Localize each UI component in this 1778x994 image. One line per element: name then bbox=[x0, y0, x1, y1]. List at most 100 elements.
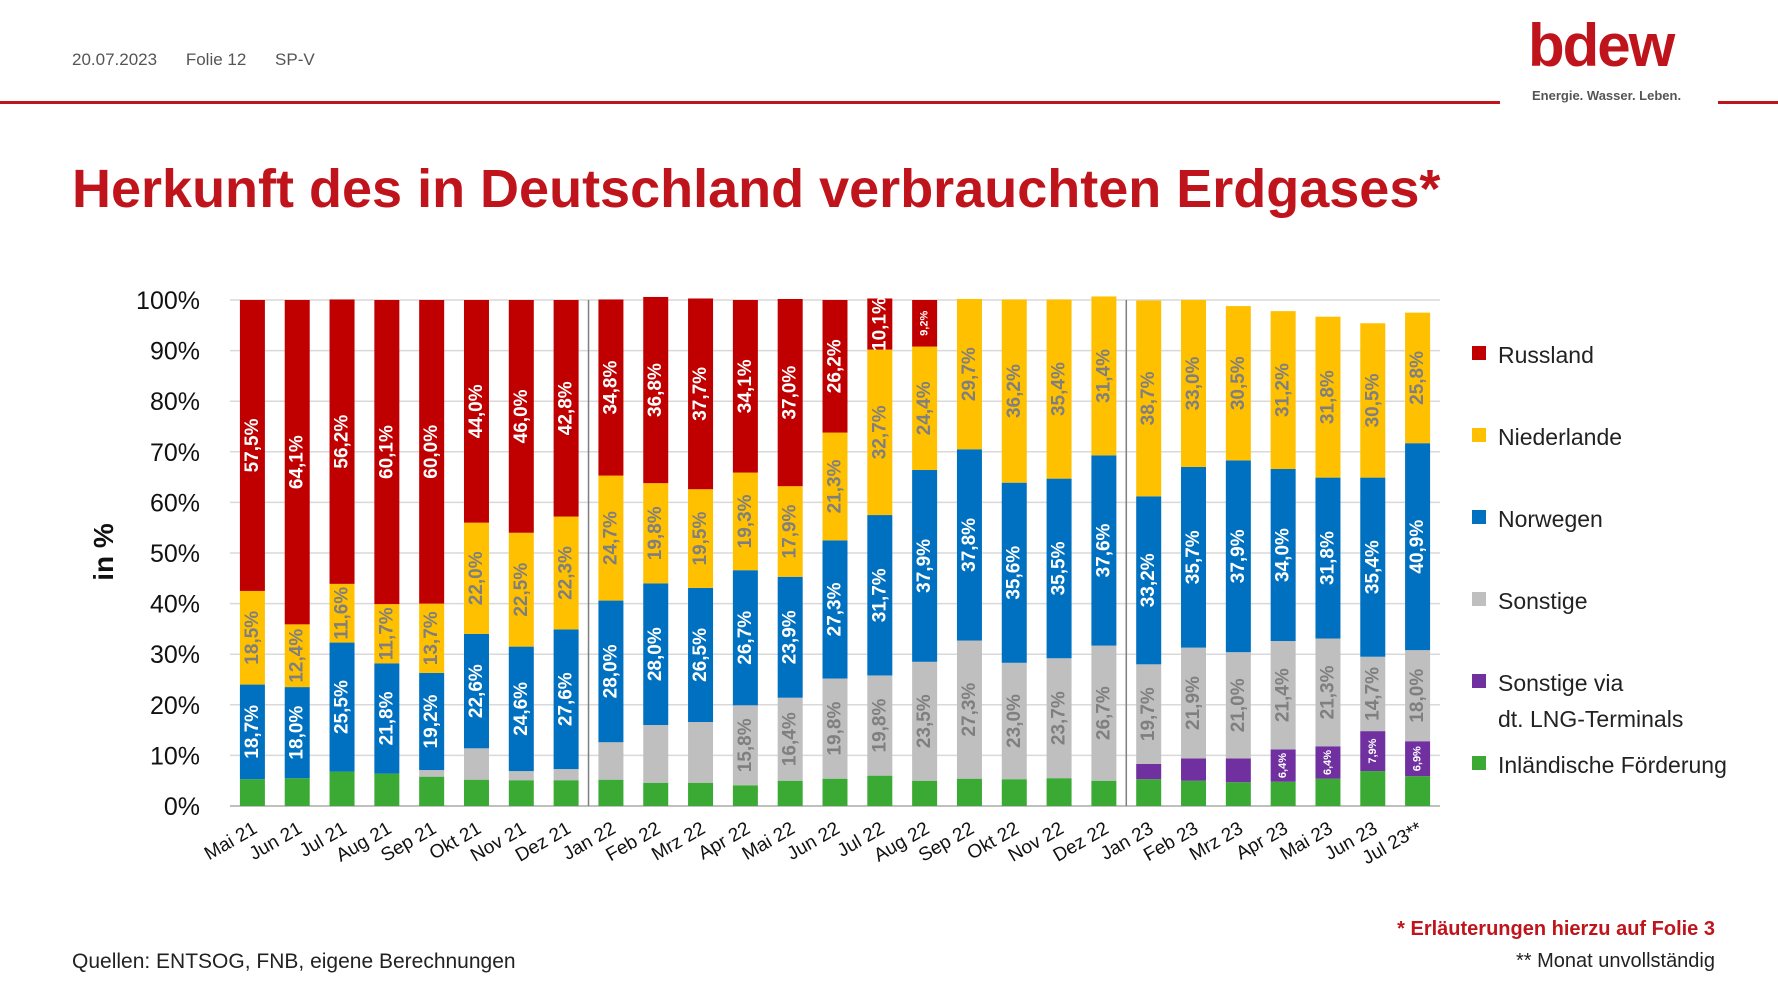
bar-segment-sonstige bbox=[1091, 645, 1117, 781]
bar-data-label: 25,5% bbox=[332, 680, 353, 734]
bar-data-label: 19,8% bbox=[869, 699, 890, 753]
bar-data-label: 24,7% bbox=[600, 511, 621, 565]
bar-segment-niederlande bbox=[1046, 299, 1072, 479]
bar-data-label: 31,2% bbox=[1273, 363, 1294, 417]
bar-segment-niederlande bbox=[732, 472, 758, 571]
bar-segment-inland bbox=[1091, 780, 1117, 806]
bar-data-label: 21,3% bbox=[1317, 665, 1338, 719]
bar-segment-niederlande bbox=[1315, 316, 1341, 478]
bar-data-label: 18,7% bbox=[242, 705, 263, 759]
bar-data-label: 21,8% bbox=[376, 691, 397, 745]
bar-data-label: 21,0% bbox=[1228, 678, 1249, 732]
bar-segment-sonstige bbox=[822, 678, 848, 779]
bar-segment-niederlande bbox=[1360, 323, 1386, 478]
bar-data-label: 6,4% bbox=[1277, 753, 1289, 778]
bar-data-label: 26,2% bbox=[825, 339, 846, 393]
bdew-logo-tagline: Energie. Wasser. Leben. bbox=[1532, 88, 1682, 103]
legend-swatch bbox=[1472, 428, 1486, 442]
bar-segment-inland bbox=[374, 773, 400, 806]
slide-department: SP-V bbox=[275, 50, 315, 69]
bar-data-label: 46,0% bbox=[511, 389, 532, 443]
bar-segment-norwegen bbox=[374, 663, 400, 774]
bar-data-label: 14,7% bbox=[1362, 667, 1383, 721]
bar-data-label: 37,8% bbox=[959, 518, 980, 572]
legend-swatch bbox=[1472, 510, 1486, 524]
x-tick-label: Jun 22 bbox=[784, 818, 844, 865]
bar-data-label: 22,6% bbox=[466, 664, 487, 718]
bar-segment-lng bbox=[1181, 758, 1207, 781]
bar-data-label: 21,3% bbox=[825, 459, 846, 513]
bar-data-label: 40,9% bbox=[1407, 520, 1428, 574]
bar-segment-niederlande bbox=[1136, 300, 1162, 497]
y-tick-label: 10% bbox=[150, 742, 200, 770]
legend-label: Russland bbox=[1498, 342, 1594, 368]
bar-segment-russland bbox=[419, 300, 445, 604]
bar-data-label: 11,6% bbox=[332, 587, 353, 640]
bar-data-label: 9,2% bbox=[919, 311, 931, 336]
bar-segment-lng bbox=[1225, 758, 1251, 783]
bar-segment-russland bbox=[463, 300, 489, 523]
bar-segment-inland bbox=[777, 780, 803, 806]
bar-segment-niederlande bbox=[463, 522, 489, 634]
bar-segment-norwegen bbox=[598, 600, 624, 743]
bar-segment-norwegen bbox=[1405, 443, 1431, 651]
bar-segment-sonstige bbox=[643, 725, 669, 783]
bar-segment-russland bbox=[284, 300, 310, 625]
slide-date: 20.07.2023 bbox=[72, 50, 158, 69]
bar-data-label: 30,5% bbox=[1362, 373, 1383, 427]
bar-data-label: 26,7% bbox=[735, 611, 756, 665]
legend-item-sonstige: Sonstige bbox=[1472, 584, 1727, 666]
bar-segment-niederlande bbox=[284, 624, 310, 688]
bar-segment-norwegen bbox=[463, 633, 489, 749]
bar-segment-sonstige bbox=[1405, 650, 1431, 742]
bar-segment-russland bbox=[374, 300, 400, 605]
bar-segment-norwegen bbox=[822, 540, 848, 679]
y-tick-label: 60% bbox=[150, 489, 200, 517]
bar-segment-niederlande bbox=[822, 432, 848, 541]
bar-data-label: 6,4% bbox=[1322, 750, 1334, 775]
bar-data-label: 31,8% bbox=[1317, 370, 1338, 424]
bar-data-label: 24,6% bbox=[511, 682, 532, 736]
bar-segment-inland bbox=[1315, 778, 1341, 806]
bar-segment-inland bbox=[912, 780, 938, 806]
bar-segment-niederlande bbox=[374, 604, 400, 664]
bar-data-label: 24,4% bbox=[914, 381, 935, 435]
bar-data-label: 35,5% bbox=[1049, 541, 1070, 595]
bar-segment-norwegen bbox=[1001, 482, 1027, 663]
bar-segment-russland bbox=[732, 300, 758, 473]
bar-data-label: 18,0% bbox=[1407, 669, 1428, 723]
bar-segment-niederlande bbox=[912, 346, 938, 471]
bar-segment-norwegen bbox=[1136, 496, 1162, 665]
bar-segment-russland bbox=[822, 300, 848, 433]
bar-segment-russland bbox=[329, 299, 355, 584]
bar-data-label: 23,5% bbox=[914, 694, 935, 748]
footnote-explanation: * Erläuterungen hierzu auf Folie 3 bbox=[1397, 918, 1715, 940]
bar-data-label: 6,9% bbox=[1412, 746, 1424, 771]
bar-segment-sonstige bbox=[912, 661, 938, 781]
bar-data-label: 13,7% bbox=[421, 611, 442, 665]
bar-data-label: 28,0% bbox=[600, 644, 621, 698]
bar-segment-niederlande bbox=[777, 486, 803, 577]
bar-segment-russland bbox=[777, 298, 803, 487]
bar-data-label: 36,8% bbox=[645, 363, 666, 417]
bar-segment-norwegen bbox=[284, 687, 310, 779]
bar-data-label: 32,7% bbox=[869, 405, 890, 459]
bar-data-label: 35,4% bbox=[1362, 540, 1383, 594]
bar-segment-sonstige bbox=[777, 697, 803, 781]
y-tick-label: 40% bbox=[150, 591, 200, 619]
bar-data-label: 37,9% bbox=[1228, 529, 1249, 583]
bar-data-label: 19,5% bbox=[690, 512, 711, 566]
bar-segment-inland bbox=[1136, 779, 1162, 806]
bar-data-label: 28,0% bbox=[645, 627, 666, 681]
bar-segment-norwegen bbox=[419, 672, 445, 771]
bar-segment-norwegen bbox=[239, 684, 265, 780]
bar-data-label: 22,0% bbox=[466, 551, 487, 605]
bar-segment-sonstige bbox=[463, 748, 489, 780]
bar-segment-niederlande bbox=[598, 475, 624, 601]
bar-segment-sonstige bbox=[867, 675, 893, 776]
bar-segment-niederlande bbox=[419, 603, 445, 673]
legend-item-lng: Sonstige via dt. LNG-Terminals bbox=[1472, 666, 1727, 748]
bdew-logo: bdew bbox=[1528, 12, 1675, 79]
bar-data-label: 19,8% bbox=[825, 702, 846, 756]
